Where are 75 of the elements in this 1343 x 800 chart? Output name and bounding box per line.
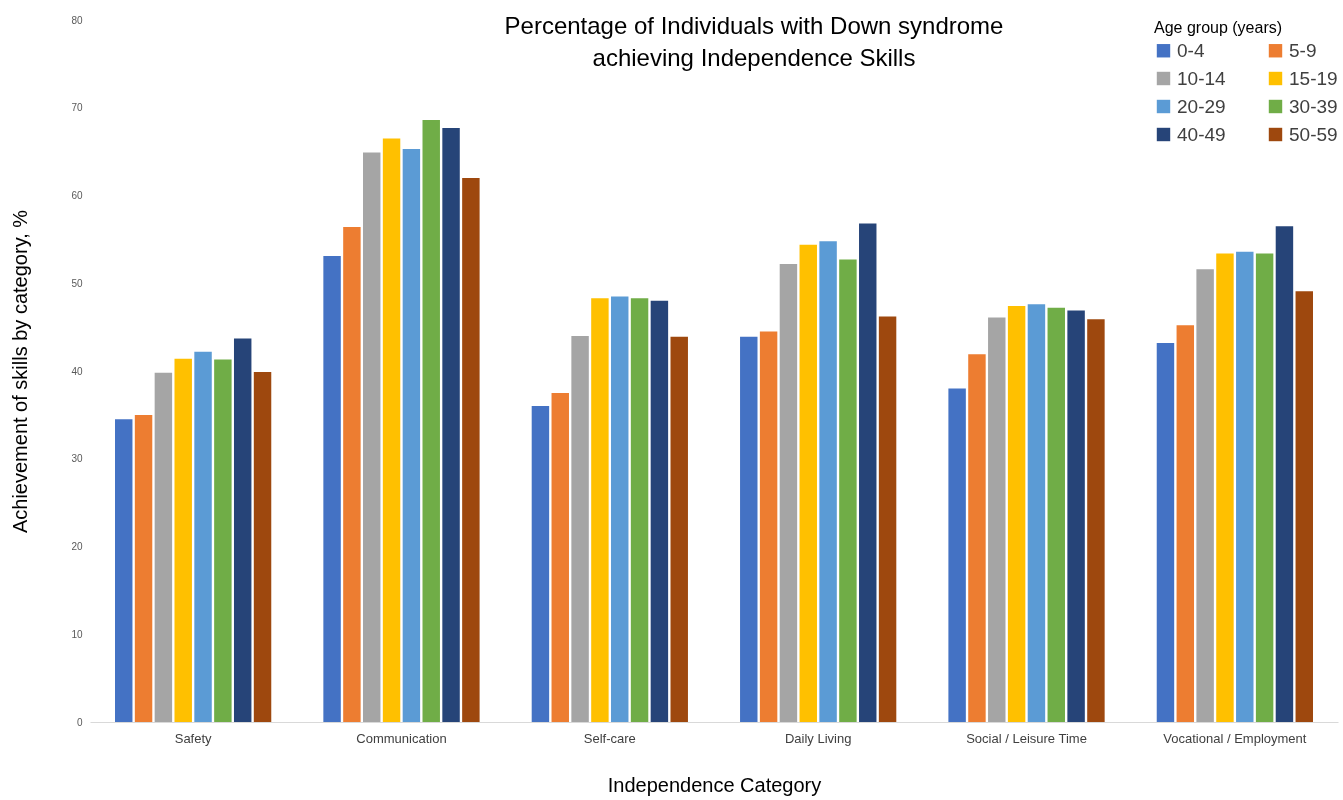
legend-label: 15-19	[1289, 67, 1338, 89]
bar	[1156, 342, 1175, 722]
bar	[1087, 319, 1105, 722]
bar	[382, 138, 401, 722]
bar	[1007, 306, 1026, 722]
y-tick-label: 40	[71, 365, 83, 377]
legend-label: 50-59	[1289, 123, 1338, 145]
x-tick-label: Vocational / Employment	[1163, 730, 1307, 746]
bar	[988, 317, 1006, 722]
x-tick-label: Self-care	[583, 730, 636, 746]
bar	[1027, 304, 1046, 722]
bar	[154, 372, 173, 722]
bar	[759, 331, 778, 722]
x-tick-label: Communication	[356, 730, 447, 746]
bar	[343, 227, 361, 722]
y-tick-label: 10	[71, 628, 83, 640]
bar	[363, 152, 381, 722]
y-tick-label: 0	[76, 716, 83, 728]
x-tick-label: Social / Leisure Time	[966, 730, 1087, 746]
bar	[878, 316, 897, 722]
x-tick-label: Daily Living	[784, 730, 852, 746]
bar	[174, 358, 192, 722]
bar	[462, 177, 480, 722]
legend-label: 0-4	[1177, 39, 1205, 61]
bar	[194, 351, 212, 722]
legend-label: 20-29	[1177, 95, 1226, 117]
bar	[1216, 253, 1234, 722]
y-tick-label: 70	[71, 102, 83, 114]
bar	[611, 296, 629, 722]
bar	[442, 127, 460, 722]
bar	[531, 406, 550, 722]
y-tick-label: 60	[71, 190, 83, 201]
bar	[839, 259, 857, 722]
bar	[323, 256, 341, 722]
bar	[779, 263, 798, 722]
chart-title: Percentage of Individuals with Down syndrome achieving Independence Skills	[504, 12, 1004, 71]
bar	[1255, 253, 1274, 722]
bar	[948, 388, 966, 722]
bar	[571, 335, 589, 722]
legend-label: 5-9	[1289, 39, 1317, 61]
bar	[134, 414, 153, 722]
bar	[1047, 307, 1065, 722]
x-tick-label: Safety	[174, 730, 213, 746]
bar	[115, 419, 133, 722]
bar	[799, 244, 817, 722]
y-tick-label: 80	[71, 14, 83, 26]
bar	[253, 371, 272, 722]
bar	[214, 359, 232, 722]
x-axis-title: Independence Category	[607, 773, 822, 796]
bar	[1275, 226, 1294, 722]
legend-label: 10-14	[1177, 67, 1227, 89]
bar	[1196, 269, 1214, 722]
bar	[1176, 325, 1195, 722]
y-axis-title: Achievement of skills by category, %	[9, 209, 32, 534]
bar	[670, 336, 688, 722]
bar	[859, 223, 877, 722]
bar	[819, 241, 837, 722]
bar	[422, 120, 440, 722]
bar	[650, 300, 669, 722]
bar	[233, 338, 252, 722]
bar	[1067, 310, 1085, 722]
bar	[591, 298, 609, 722]
y-tick-label: 30	[71, 453, 83, 465]
legend-label: 40-49	[1177, 123, 1226, 145]
y-tick-label: 50	[71, 277, 83, 289]
bar	[630, 298, 649, 722]
bar	[1236, 251, 1254, 722]
y-tick-label: 20	[71, 541, 83, 552]
bar	[968, 354, 986, 722]
bar	[740, 336, 758, 722]
bar	[402, 148, 421, 722]
bar	[551, 392, 569, 722]
legend-title: Age group (years)	[1154, 19, 1283, 36]
bar	[1295, 291, 1313, 722]
legend-label: 30-39	[1289, 95, 1338, 117]
